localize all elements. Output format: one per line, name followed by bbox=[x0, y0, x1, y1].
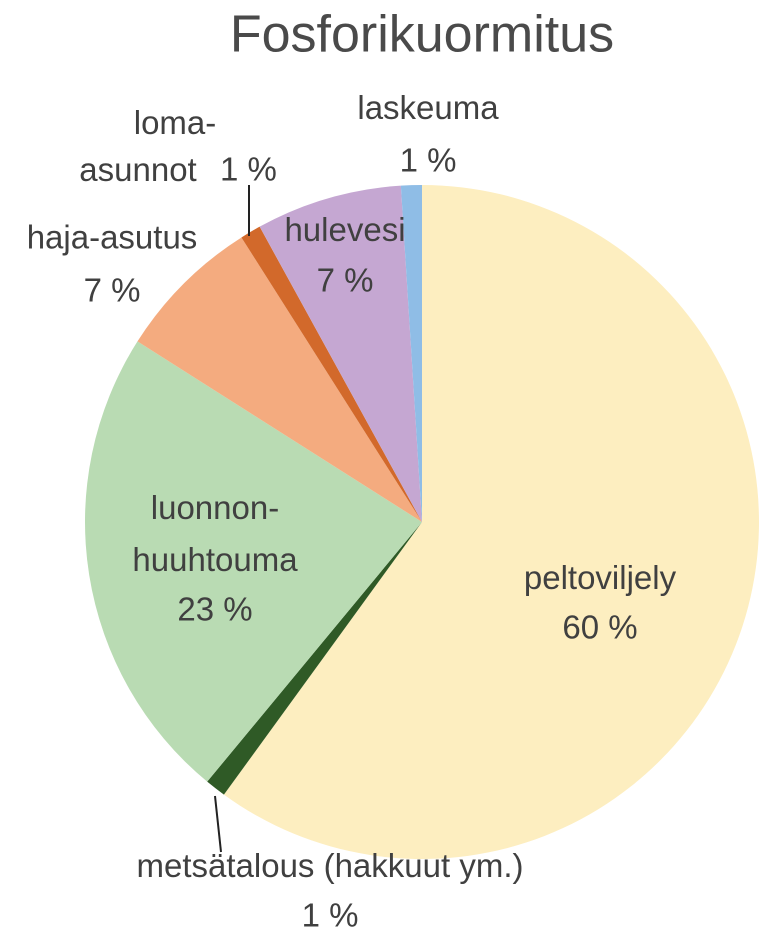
leader-line bbox=[214, 795, 222, 853]
value-label: 1 % bbox=[220, 151, 277, 188]
label-line: asunnot bbox=[79, 151, 196, 188]
slice-label: laskeuma bbox=[357, 89, 499, 126]
value-label: 7 % bbox=[317, 262, 374, 299]
slice-label: haja-asutus bbox=[27, 219, 198, 256]
chart-title: Fosforikuormitus bbox=[230, 6, 614, 64]
label-line: loma- bbox=[134, 104, 217, 141]
value-label: 60 % bbox=[562, 609, 637, 646]
slice-label: peltoviljely bbox=[524, 559, 677, 596]
label-line: peltoviljely bbox=[524, 559, 677, 596]
slice-label: metsätalous (hakkuut ym.) bbox=[137, 847, 524, 884]
pie-slice bbox=[400, 185, 422, 522]
label-line: hulevesi bbox=[284, 211, 405, 248]
pie-slice bbox=[207, 522, 422, 795]
value-label: 1 % bbox=[400, 142, 457, 179]
value-label: 1 % bbox=[302, 897, 359, 934]
label-line: metsätalous (hakkuut ym.) bbox=[137, 847, 524, 884]
pie-slice bbox=[137, 237, 422, 522]
label-line: laskeuma bbox=[357, 89, 499, 126]
label-line: luonnon- bbox=[151, 489, 279, 526]
slice-label: luonnon-huuhtouma bbox=[132, 489, 298, 578]
slice-label: hulevesi bbox=[284, 211, 405, 248]
label-line: huuhtouma bbox=[132, 541, 298, 578]
slice-label: loma-asunnot bbox=[79, 104, 216, 188]
pie-slice bbox=[84, 341, 422, 782]
pie-slice bbox=[223, 185, 759, 859]
pie-slice bbox=[259, 185, 422, 523]
pie-slice bbox=[241, 226, 422, 523]
value-label: 23 % bbox=[177, 591, 252, 628]
value-label: 7 % bbox=[84, 272, 141, 309]
